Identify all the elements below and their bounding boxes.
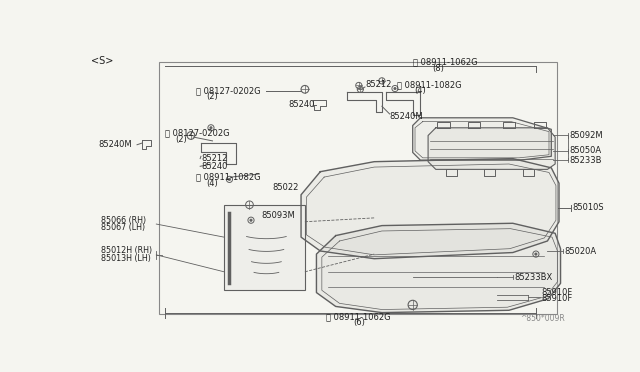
Text: 85050A: 85050A <box>570 147 602 155</box>
Text: Ⓝ 08911-1062G: Ⓝ 08911-1062G <box>326 312 391 321</box>
Text: 85910F: 85910F <box>541 288 573 297</box>
Text: 85093M: 85093M <box>262 211 296 220</box>
Text: 85240M: 85240M <box>390 112 423 121</box>
Text: 85067 (LH): 85067 (LH) <box>101 222 145 232</box>
Text: ^850*009R: ^850*009R <box>520 314 565 323</box>
Text: 85092M: 85092M <box>570 131 604 140</box>
Text: 85012H (RH): 85012H (RH) <box>101 247 152 256</box>
Text: Ⓑ 08127-0202G: Ⓑ 08127-0202G <box>164 129 229 138</box>
Text: (2): (2) <box>206 93 218 102</box>
Text: 85013H (LH): 85013H (LH) <box>101 254 151 263</box>
Text: (2): (2) <box>175 135 188 144</box>
Text: 85022: 85022 <box>273 183 299 192</box>
Text: 85010S: 85010S <box>572 203 604 212</box>
Text: (4): (4) <box>414 86 426 95</box>
Text: (6): (6) <box>353 318 365 327</box>
Text: 85240: 85240 <box>201 162 227 171</box>
Bar <box>224 205 305 289</box>
Circle shape <box>250 219 252 221</box>
Circle shape <box>535 253 537 255</box>
Text: <S>: <S> <box>91 56 113 66</box>
Circle shape <box>394 87 396 90</box>
Circle shape <box>228 178 230 180</box>
Text: (8): (8) <box>432 64 444 73</box>
Text: Ⓑ 08127-0202G: Ⓑ 08127-0202G <box>196 86 260 95</box>
Bar <box>159 62 557 314</box>
Text: 85212: 85212 <box>365 80 391 89</box>
Polygon shape <box>316 223 561 312</box>
Text: Ⓝ 08911-1062G: Ⓝ 08911-1062G <box>413 58 477 67</box>
Text: 85066 (RH): 85066 (RH) <box>101 216 146 225</box>
Circle shape <box>210 126 212 129</box>
Text: 85910F: 85910F <box>541 294 573 303</box>
Text: 85240M: 85240M <box>99 140 132 149</box>
Polygon shape <box>301 158 559 259</box>
Text: 85233B: 85233B <box>570 155 602 165</box>
Polygon shape <box>413 118 551 160</box>
Text: Ⓝ 08911-1082G: Ⓝ 08911-1082G <box>196 173 260 182</box>
Text: (4): (4) <box>206 179 218 188</box>
Text: 85020A: 85020A <box>564 247 596 256</box>
Text: 85212: 85212 <box>201 154 227 163</box>
Text: 85240: 85240 <box>288 100 314 109</box>
Polygon shape <box>428 128 555 169</box>
Text: Ⓝ 08911-1082G: Ⓝ 08911-1082G <box>397 80 462 89</box>
Text: 85233BX: 85233BX <box>515 273 552 282</box>
